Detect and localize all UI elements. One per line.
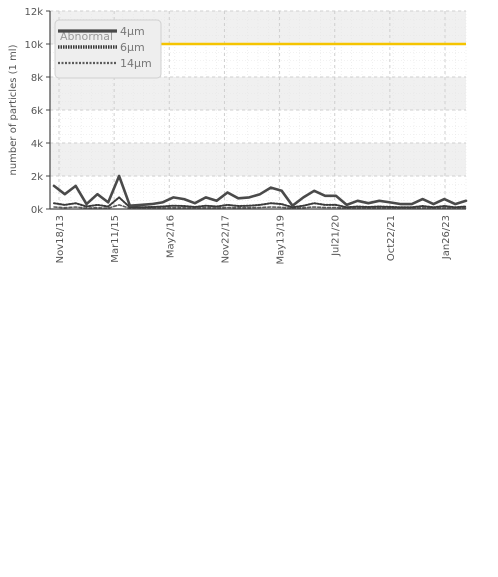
series-line-dashed: [53, 204, 467, 210]
axes: [46, 10, 466, 210]
x-tick-label: Jan26/23: [441, 215, 452, 260]
y-tick-label: 12k: [24, 7, 43, 18]
y-axis-label: number of particles (1 ml): [8, 44, 19, 175]
x-tick-label: Jul21/20: [331, 215, 342, 257]
series-layer: [52, 174, 468, 210]
series-line-dotted: [53, 196, 467, 209]
grid-lines: [49, 10, 467, 210]
legend-label: 14μm: [120, 57, 152, 70]
y-tick-label: 0k: [31, 205, 43, 216]
legend-label: 4μm: [120, 25, 145, 38]
y-tick-label: 6k: [31, 106, 43, 117]
x-tick-labels: Nov18/13 Mar11/15 May2/16 Nov22/17 May13/19 J…: [55, 215, 452, 265]
y-tick-labels: 0k 2k 4k 6k 8k 10k 12k: [24, 7, 43, 216]
series-line-solid: [52, 174, 468, 207]
x-tick-label: May13/19: [276, 215, 287, 265]
y-tick-label: 2k: [31, 172, 43, 183]
legend-watermark: Abnormal: [60, 30, 113, 43]
legend-box: [54, 19, 162, 79]
legend-label: 6μm: [120, 41, 145, 54]
x-tick-label: May2/16: [165, 215, 176, 258]
x-tick-label: Nov18/13: [55, 215, 66, 263]
y-tick-label: 10k: [24, 40, 43, 51]
y-tick-label: 8k: [31, 73, 43, 84]
x-tick-label: Nov22/17: [220, 215, 231, 263]
y-tick-label: 4k: [31, 139, 43, 150]
x-tick-label: Oct22/21: [386, 215, 397, 261]
chart-legend[interactable]: Abnormal 4μm 6μm 14μm: [54, 19, 162, 79]
x-tick-label: Mar11/15: [110, 215, 121, 263]
